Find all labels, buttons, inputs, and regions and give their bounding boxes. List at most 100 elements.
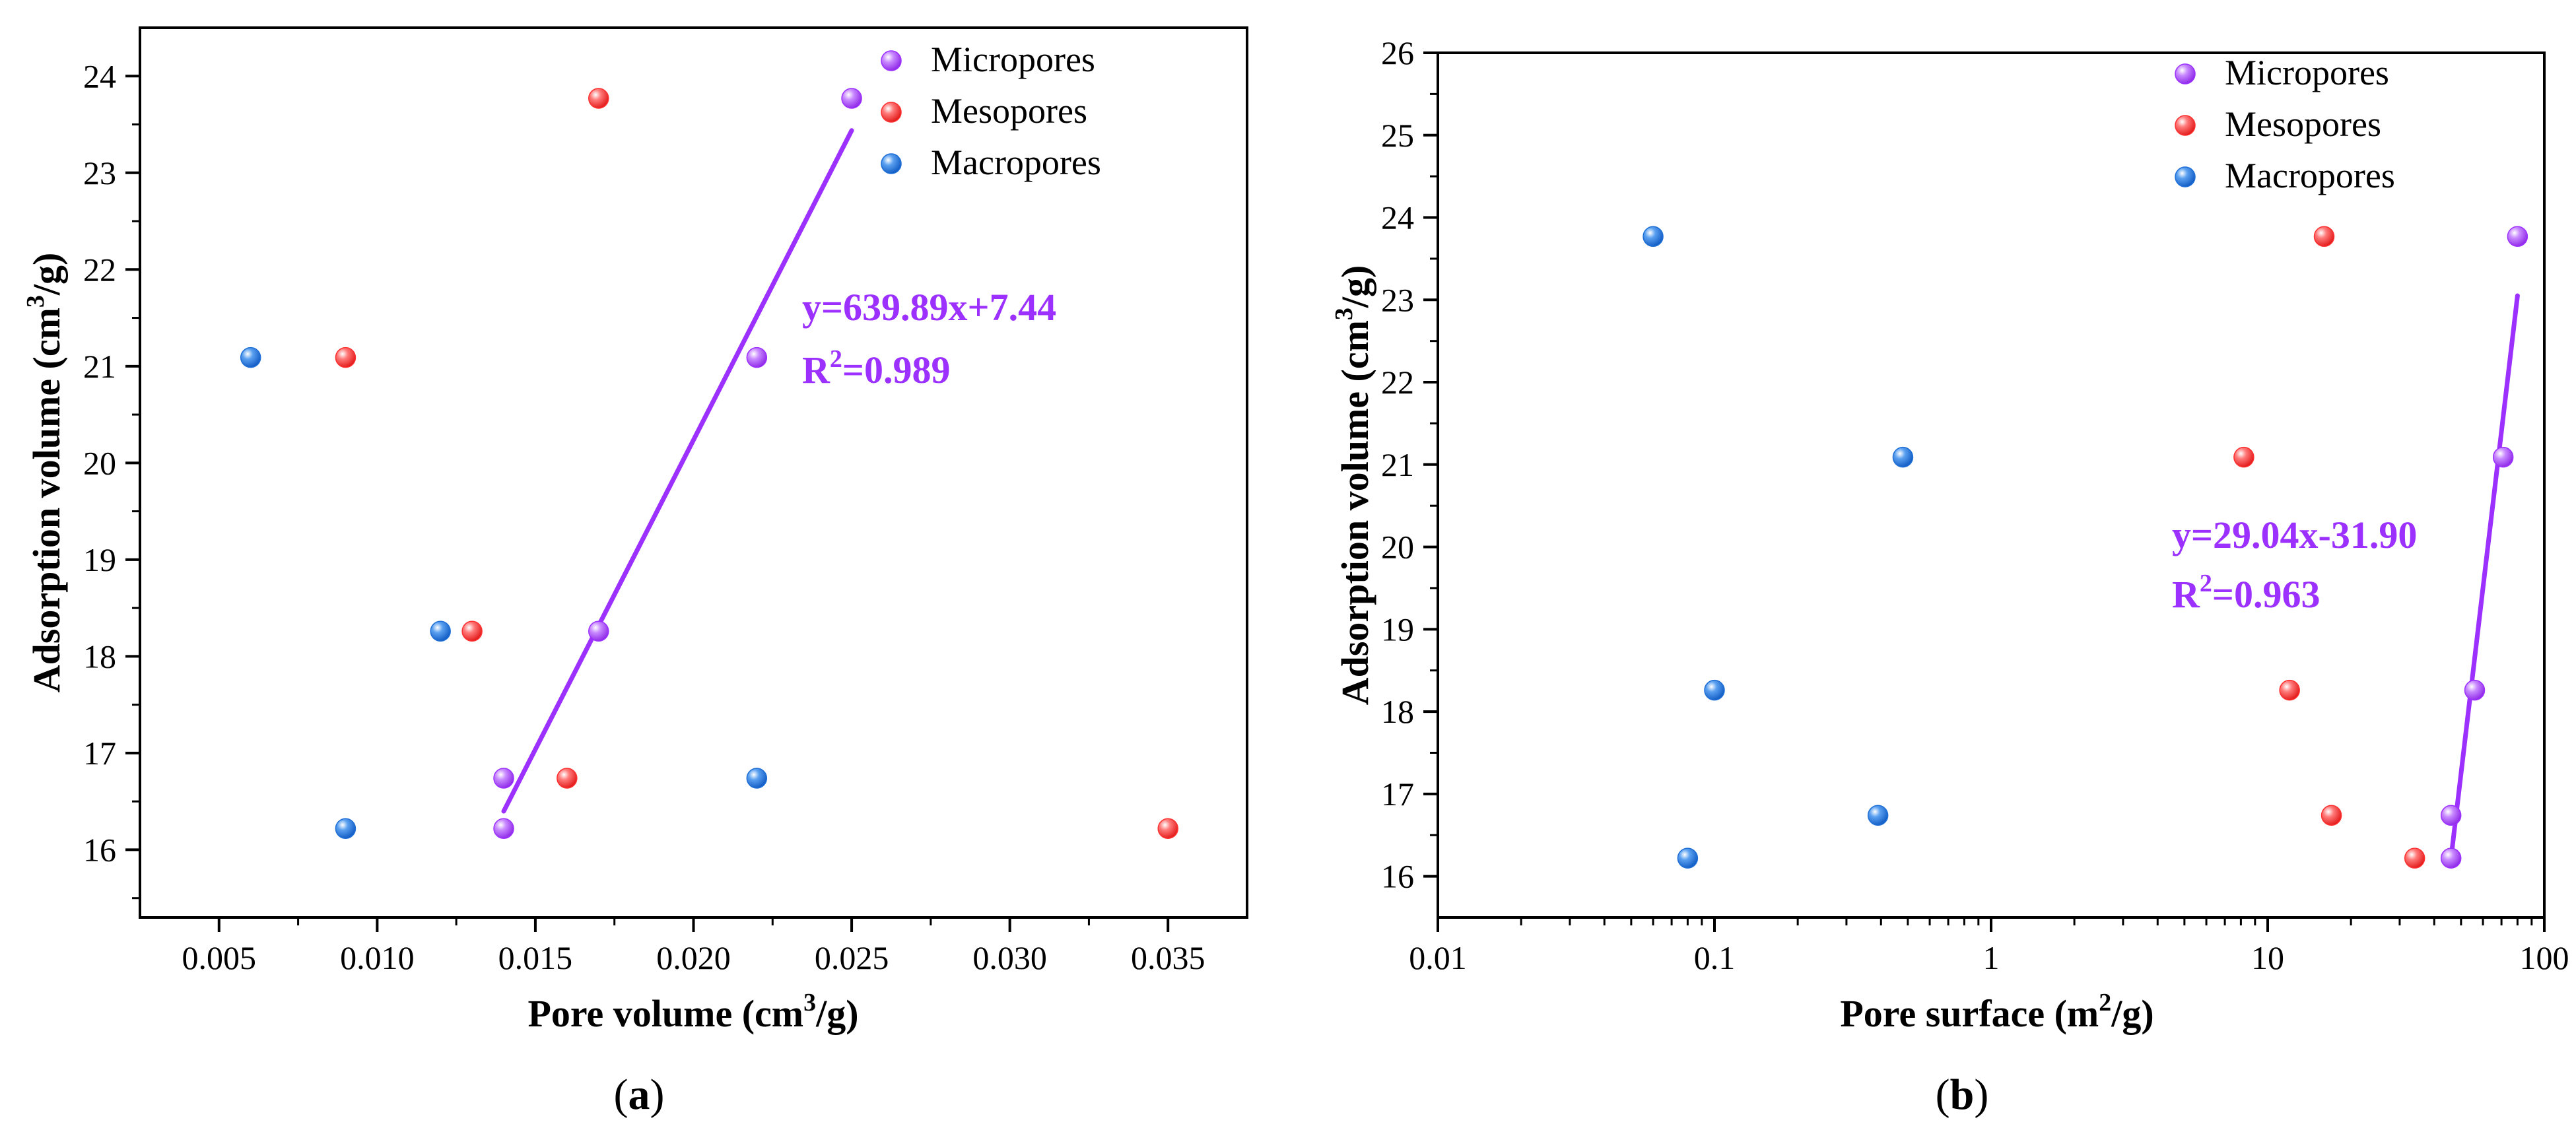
panel-b-y-tick-label: 16 [1381,858,1414,895]
panel-b-y-tick-label: 20 [1381,529,1414,566]
panel-a-legend-label-micropores: Micropores [931,40,1095,79]
panel-a-r2-prefix: R [802,349,830,391]
panel-b-point-micropores [2492,446,2514,468]
panel-b-point-mesopores [2313,226,2335,247]
panel-b-x-tick-label: 0.01 [1409,939,1467,976]
panel-a-fit-line [501,128,854,814]
panel-b-y-axis-title: Adsorption volume (cm3/g) [1330,265,1376,706]
panel-a-point-micropores [493,818,514,839]
panel-b-legend-marker-micropores [2175,63,2196,84]
panel-b-legend: Micropores Mesopores Macropores [2175,53,2395,195]
panel-b-point-mesopores [2233,446,2254,468]
panel-a-y-tick-label: 23 [83,154,116,191]
panel-b-point-mesopores [2404,848,2425,869]
panel-a-point-mesopores [557,768,578,789]
panel-a-y-tick-label: 22 [83,251,116,288]
panel-b-y-tick-label: 17 [1381,776,1414,813]
panel-a-ylabel-prefix: Adsorption volume (cm [25,308,68,692]
panel-a-x-axis-title: Pore volume (cm3/g) [527,989,858,1035]
panel-b-point-macropores [1677,848,1699,869]
panel-b-r2-sup: 2 [2200,570,2212,597]
panel-b-r2-line: R2=0.963 [2172,570,2320,616]
panel-a-point-mesopores [461,620,483,642]
panel-b-y-tick-label: 24 [1381,199,1414,236]
panel-b-x-tick-label: 0.1 [1694,939,1736,976]
panel-b-point-macropores [1867,805,1889,826]
panel-a-point-macropores [430,620,451,642]
panel-a-xlabel-prefix: Pore volume (cm [527,992,803,1035]
panel-a-x-tick-label: 0.035 [1131,939,1205,976]
panel-a-x-tick-label: 0.010 [340,939,415,976]
panel-b-y-tick-label: 21 [1381,446,1414,483]
panel-a-y-tick-label: 18 [83,638,116,675]
panel-b-point-micropores [2440,848,2462,869]
panel-b-ylabel-suffix: /g) [1334,265,1376,308]
panel-b-eq-line: y=29.04x-31.90 [2172,514,2417,556]
panel-b-caption-letter: b [1950,1071,1975,1119]
panel-b-fit-group [2449,293,2520,861]
panel-a-x-tick-label: 0.030 [972,939,1047,976]
panel-a-legend: Micropores Mesopores Macropores [881,40,1101,182]
panel-a-point-micropores [588,620,609,642]
panel-a-chart: 0.005 0.010 0.015 0.020 0.025 0.030 0.035 16 17 1… [22,26,1248,1119]
panel-a-r2-value: =0.989 [842,349,951,391]
panel-a-point-macropores [746,768,768,789]
panel-a-point-macropores [335,818,356,839]
panel-b-caption: (b) [1936,1071,1989,1119]
panel-b-point-micropores [2464,679,2486,701]
panel-b-legend-marker-macropores [2175,166,2196,187]
panel-b-point-micropores [2507,226,2528,247]
panel-b-xlabel-sup: 2 [2099,989,2111,1016]
panel-a-point-mesopores [588,88,609,109]
panel-b-legend-label-macropores: Macropores [2225,156,2395,195]
panel-b-point-macropores [1892,446,1914,468]
panel-b-y-tick-label: 22 [1381,364,1414,401]
panel-a-point-micropores [841,88,862,109]
panel-a-r2-sup: 2 [830,345,842,373]
panel-b-x-tick-label: 100 [2520,939,2569,976]
panel-a-y-tick-label: 19 [83,541,116,578]
panel-a-legend-marker-mesopores [881,102,902,123]
panel-b-y-tick-label: 19 [1381,611,1414,648]
panel-a-legend-label-macropores: Macropores [931,143,1101,182]
panel-a-legend-marker-macropores [881,153,902,174]
panel-b-point-mesopores [2321,805,2342,826]
panel-b-ylabel-prefix: Adsorption volume (cm [1334,320,1376,705]
panel-b-x-axis-title: Pore surface (m2/g) [1840,989,2153,1035]
panel-b-legend-label-mesopores: Mesopores [2225,104,2381,144]
panel-a-y-tick-label: 24 [83,57,116,94]
panel-b-legend-marker-mesopores [2175,115,2196,136]
panel-b-ylabel-sup: 3 [1330,308,1358,320]
panel-a-legend-marker-micropores [881,50,902,71]
panel-a-x-tick-label: 0.015 [498,939,573,976]
panel-b-point-macropores [1643,226,1664,247]
panel-b-ticks: 0.01 0.1 1 10 100 16 17 18 19 20 21 22 23 24 25 26 [1381,34,2569,976]
panel-a-caption: (a) [614,1071,665,1119]
panel-a-ticks: 0.005 0.010 0.015 0.020 0.025 0.030 0.035 16 17 1… [83,57,1205,976]
panel-b-y-tick-label: 23 [1381,281,1414,318]
panel-a-point-mesopores [1157,818,1178,839]
panel-a-point-mesopores [335,347,356,368]
panel-b-legend-label-micropores: Micropores [2225,53,2389,92]
panel-a-y-tick-label: 20 [83,444,116,481]
panel-a-y-tick-label: 17 [83,735,116,772]
panel-a-r2-line: R2=0.989 [802,345,950,391]
panel-a-x-tick-label: 0.005 [182,939,257,976]
panel-a-xlabel-suffix: /g) [815,992,858,1035]
panel-b-xlabel-suffix: /g) [2111,992,2153,1035]
panel-a-caption-letter: a [628,1071,650,1119]
panel-a-fit-group [501,128,854,814]
panel-a-y-tick-label: 21 [83,348,116,385]
panel-a-point-macropores [240,347,261,368]
panel-b-point-macropores [1704,679,1725,701]
panel-a-eq-line: y=639.89x+7.44 [802,286,1056,329]
panel-a-points [240,88,1178,839]
panel-b-y-tick-label: 25 [1381,117,1414,154]
panel-a-point-micropores [746,347,768,368]
panel-a-y-axis-title: Adsorption volume (cm3/g) [22,253,68,693]
panel-a-ylabel-sup: 3 [22,295,50,308]
panel-a-x-tick-label: 0.025 [815,939,889,976]
panel-a-point-micropores [493,768,514,789]
